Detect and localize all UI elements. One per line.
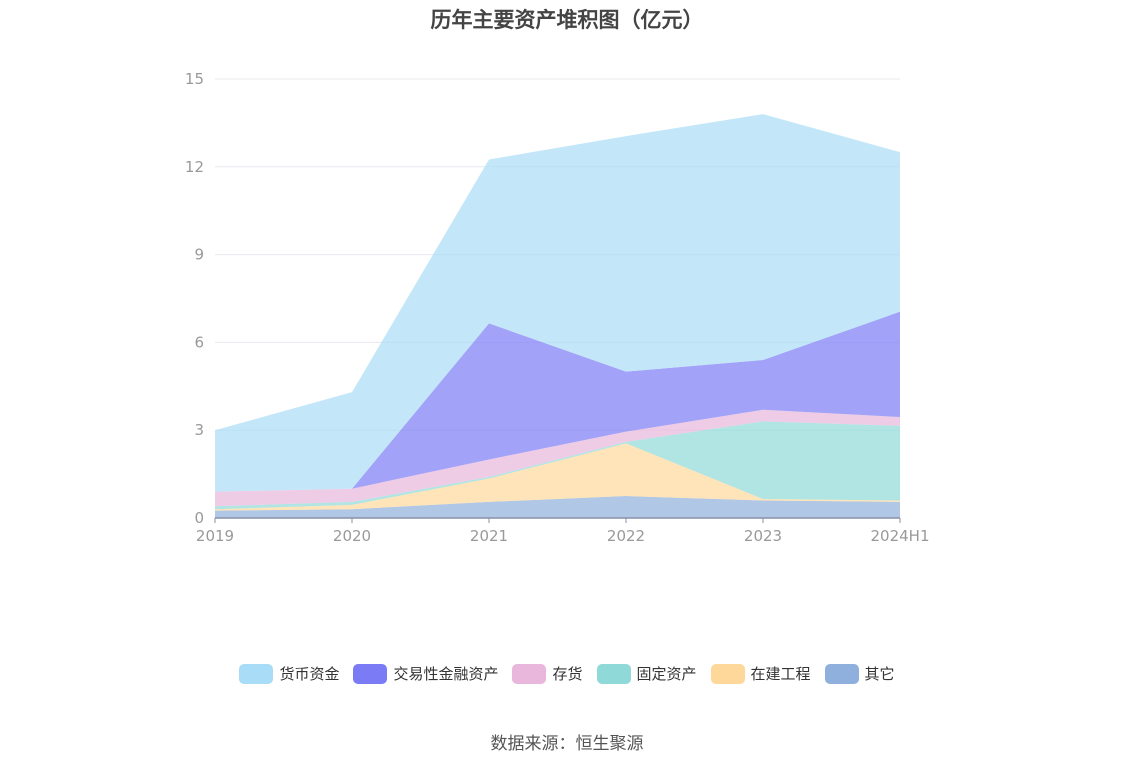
area-series[interactable]	[215, 443, 900, 511]
legend-item[interactable]: 存货	[512, 663, 583, 684]
y-tick-label: 0	[194, 509, 204, 527]
x-tick-label: 2022	[607, 527, 645, 545]
y-tick-label: 12	[185, 158, 204, 176]
data-source-note: 数据来源：恒生聚源	[490, 734, 644, 754]
legend-swatch	[596, 663, 631, 684]
x-tick-label: 2020	[333, 527, 371, 545]
legend-swatch	[353, 663, 388, 684]
area-series[interactable]	[215, 311, 900, 492]
legend: 货币资金 交易性金融资产 存货 固定资产 在建工程 其它	[0, 663, 1134, 684]
legend-swatch	[824, 663, 859, 684]
axes: 0 3 6 9 12 15 2019 2020 2021 2022 2023 2024H1	[185, 70, 930, 545]
area-series[interactable]	[215, 409, 900, 507]
legend-label: 在建工程	[750, 665, 811, 683]
x-tick-label: 2023	[744, 527, 782, 545]
legend-label: 存货	[552, 665, 583, 683]
chart-title: 历年主要资产堆积图（亿元）	[430, 8, 704, 32]
legend-item[interactable]: 货币资金	[239, 663, 339, 684]
legend-label: 固定资产	[636, 665, 697, 683]
legend-label: 货币资金	[279, 665, 340, 683]
legend-label: 交易性金融资产	[393, 665, 499, 683]
x-tick-label: 2019	[196, 527, 234, 545]
legend-swatch	[239, 663, 274, 684]
legend-item[interactable]: 固定资产	[596, 663, 697, 684]
legend-item[interactable]: 交易性金融资产	[353, 663, 498, 684]
y-tick-label: 9	[194, 246, 204, 264]
area-series[interactable]	[215, 114, 900, 492]
y-tick-label: 6	[194, 333, 204, 351]
legend-item[interactable]: 在建工程	[710, 663, 811, 684]
legend-item[interactable]: 其它	[824, 663, 895, 684]
legend-swatch	[710, 663, 745, 684]
legend-label: 其它	[864, 665, 895, 683]
legend-swatch	[512, 663, 547, 684]
x-tick-label: 2021	[470, 527, 508, 545]
area-series[interactable]	[215, 421, 900, 510]
area-series-layer	[215, 114, 900, 518]
area-series[interactable]	[215, 496, 900, 518]
y-tick-label: 15	[185, 70, 204, 88]
y-tick-label: 3	[194, 421, 204, 439]
x-tick-label: 2024H1	[871, 527, 930, 545]
